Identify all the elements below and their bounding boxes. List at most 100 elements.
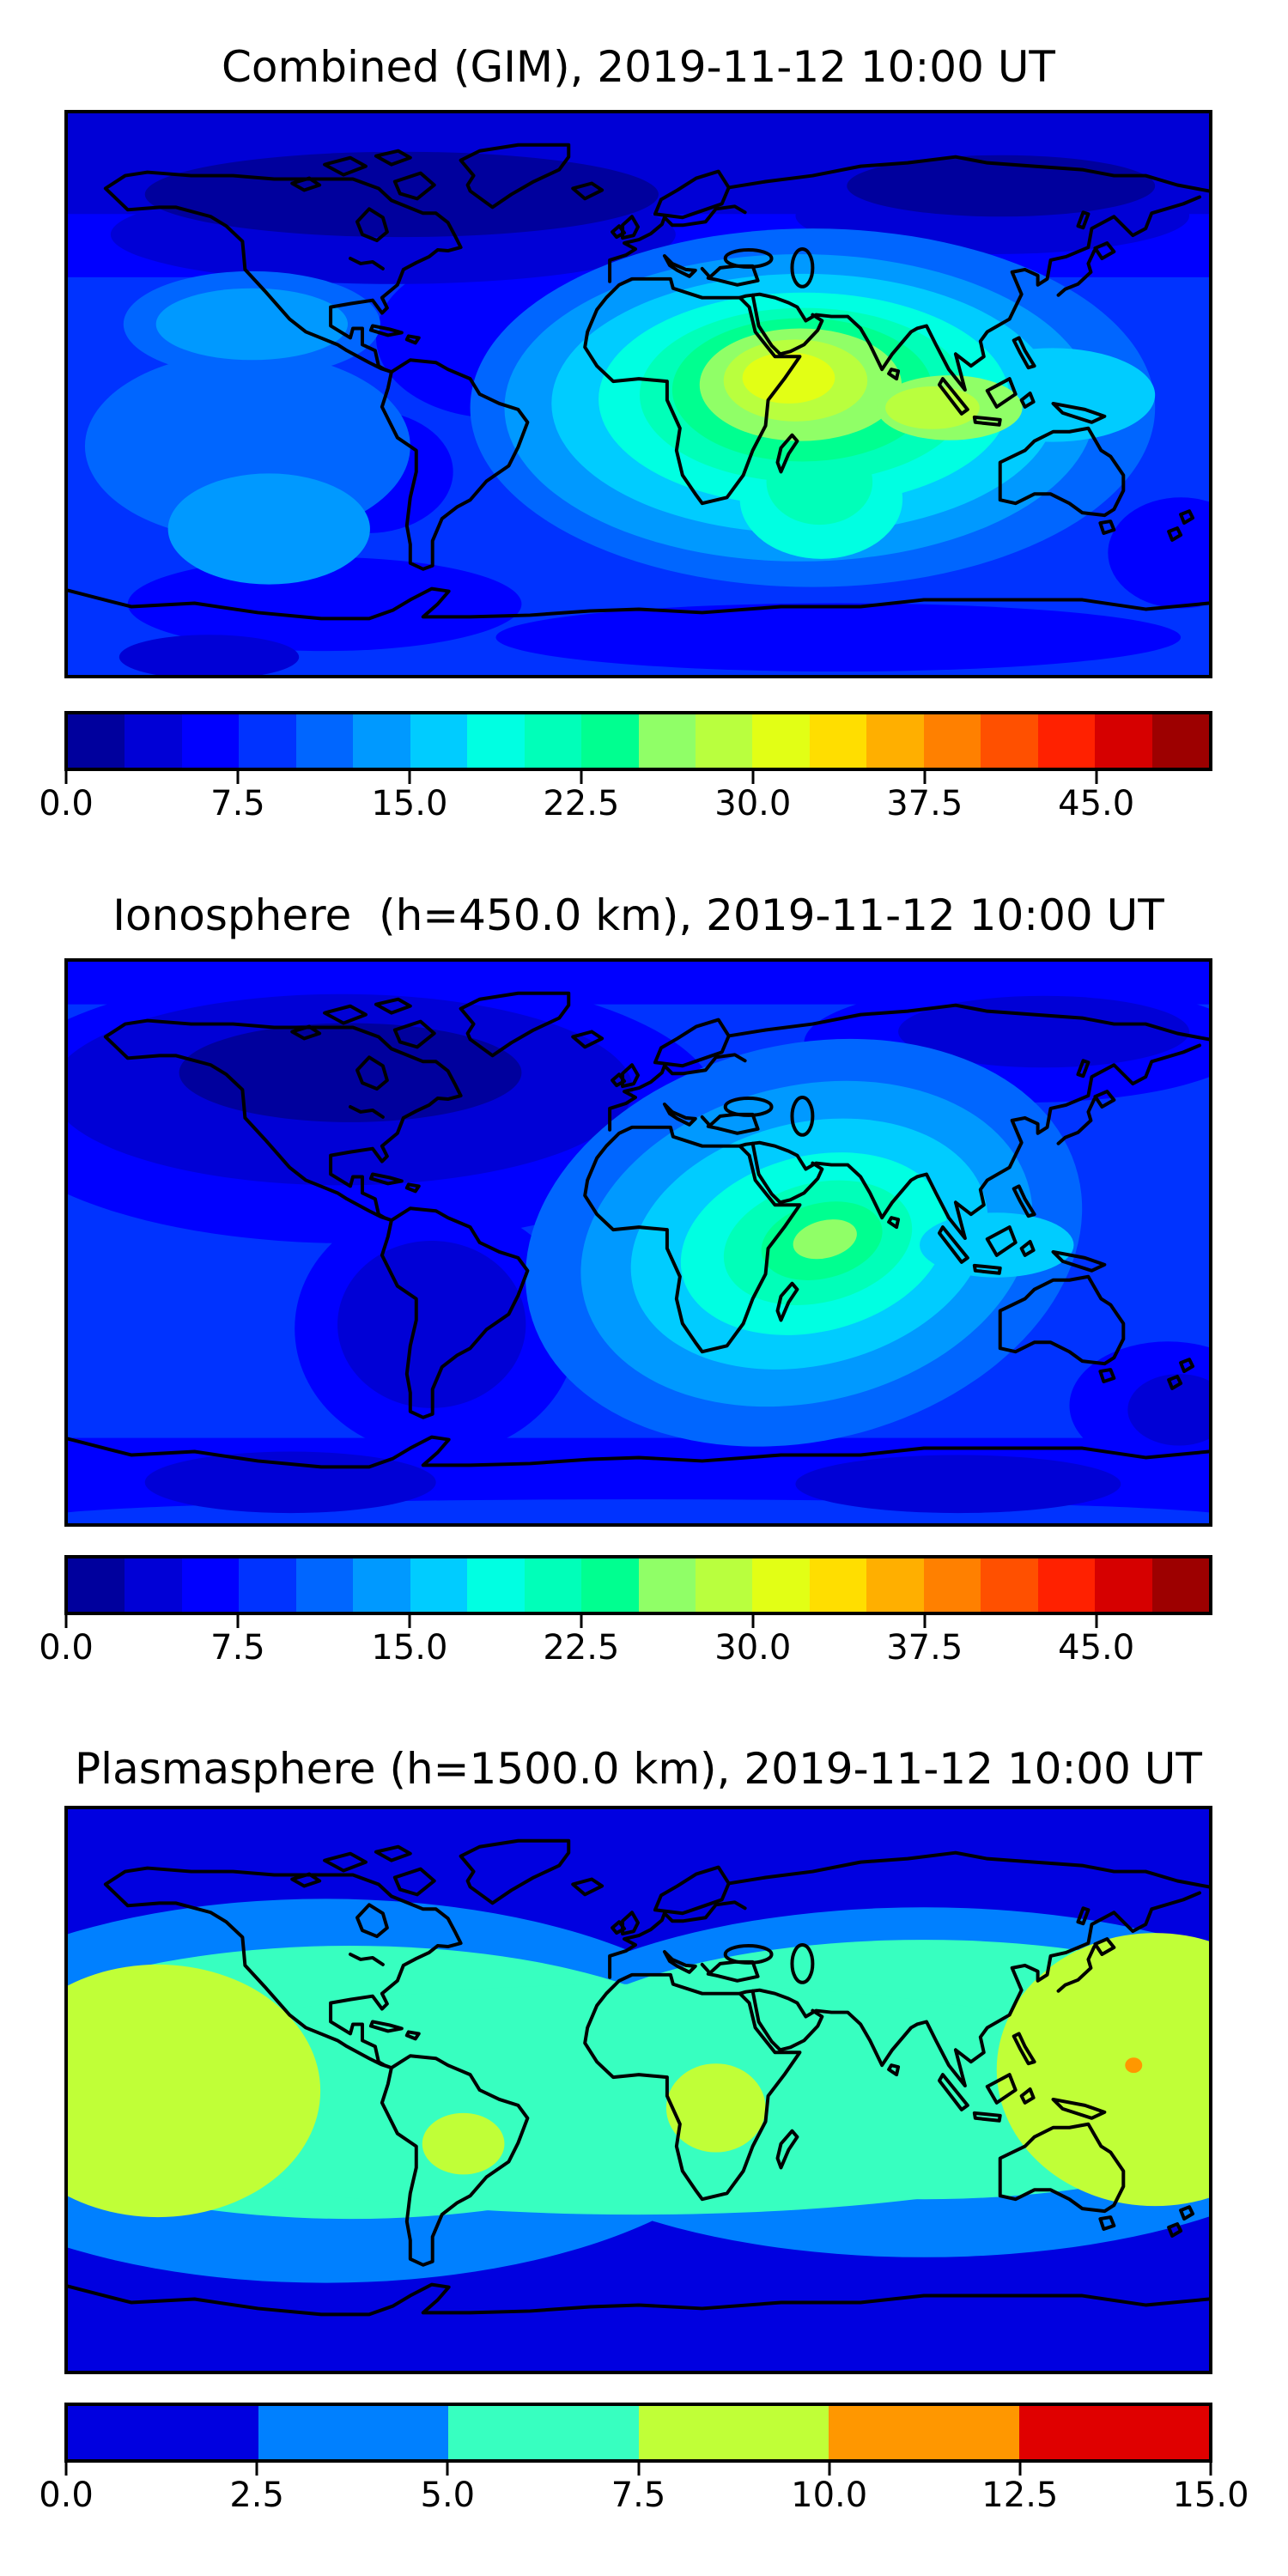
colorbar-segment xyxy=(125,1558,182,1612)
colorbar-tick xyxy=(64,2463,68,2476)
colorbar-segment xyxy=(752,714,810,768)
colorbar-tick-label: 2.5 xyxy=(229,2476,284,2515)
colorbar-tick-label: 22.5 xyxy=(543,1628,620,1668)
colorbar-tick-label: 30.0 xyxy=(714,1628,792,1668)
colorbar-segment xyxy=(695,714,753,768)
map-plasmasphere-svg xyxy=(68,1809,1209,2371)
colorbar-tick xyxy=(923,1615,927,1628)
map-ionosphere xyxy=(64,958,1212,1527)
colorbar-tick-label: 7.5 xyxy=(611,2476,666,2515)
colorbar-segment xyxy=(581,1558,639,1612)
colorbar-tick xyxy=(751,771,755,784)
colorbar-tick xyxy=(236,1615,240,1628)
colorbar-segment xyxy=(923,1558,981,1612)
colorbar-tick-label: 22.5 xyxy=(543,784,620,823)
colorbar-tick-label: 30.0 xyxy=(714,784,792,823)
colorbar-tick xyxy=(1095,1615,1098,1628)
colorbar-segment xyxy=(1151,714,1209,768)
colorbar-segment xyxy=(68,1558,125,1612)
colorbar-ionosphere xyxy=(64,1555,1212,1615)
colorbar-tick xyxy=(828,2463,831,2476)
colorbar-tick-label: 12.5 xyxy=(981,2476,1059,2515)
colorbar-segment xyxy=(68,2406,258,2459)
colorbar-tick xyxy=(236,771,240,784)
colorbar-segment xyxy=(68,714,125,768)
colorbar-tick xyxy=(637,2463,640,2476)
colorbar-tick-label: 10.0 xyxy=(791,2476,868,2515)
colorbar-tick-label: 37.5 xyxy=(886,1628,963,1668)
colorbar-tick-label: 0.0 xyxy=(39,784,94,823)
colorbar-segment xyxy=(866,1558,924,1612)
colorbar-tick-label: 0.0 xyxy=(39,2476,94,2515)
colorbar-segment xyxy=(524,714,582,768)
colorbar-segment xyxy=(467,714,525,768)
colorbar-segment xyxy=(1151,1558,1209,1612)
colorbar-tick-label: 45.0 xyxy=(1058,1628,1135,1668)
colorbar-segment xyxy=(638,1558,696,1612)
colorbar-plasmasphere xyxy=(64,2403,1212,2463)
colorbar-segment xyxy=(638,2406,829,2459)
colorbar-tick-label: 5.0 xyxy=(420,2476,476,2515)
colorbar-tick xyxy=(751,1615,755,1628)
tec-field-combined xyxy=(68,113,1209,675)
colorbar-segment xyxy=(1037,714,1096,768)
colorbar-segment xyxy=(524,1558,582,1612)
colorbar-segment xyxy=(258,2406,448,2459)
colorbar-segment xyxy=(695,1558,753,1612)
colorbar-tick xyxy=(64,1615,68,1628)
colorbar-segment xyxy=(1095,714,1152,768)
colorbar-segment xyxy=(809,1558,867,1612)
colorbar-tick-label: 37.5 xyxy=(886,784,963,823)
colorbar-segment xyxy=(981,714,1038,768)
colorbar-segment xyxy=(295,1558,354,1612)
colorbar-segment xyxy=(181,714,240,768)
colorbar-labels-combined: 0.0 7.5 15.0 22.5 30.0 37.5 45.0 xyxy=(39,783,1211,828)
tec-field-plasmasphere xyxy=(68,1809,1209,2371)
colorbar-tick-label: 15.0 xyxy=(371,1628,448,1668)
colorbar-tick xyxy=(923,771,927,784)
colorbar-segment xyxy=(295,714,354,768)
panel-title-combined: Combined (GIM), 2019-11-12 10:00 UT xyxy=(222,42,1055,92)
colorbar-tick xyxy=(1018,2463,1022,2476)
colorbar-ticks-combined xyxy=(64,771,1211,785)
colorbar-tick-label: 45.0 xyxy=(1058,784,1135,823)
colorbar-tick-label: 0.0 xyxy=(39,1628,94,1668)
colorbar-segment xyxy=(353,1558,410,1612)
colorbar-labels-plasmasphere: 0.0 2.5 5.0 7.5 10.0 12.5 15.0 xyxy=(39,2475,1249,2519)
colorbar-tick xyxy=(255,2463,258,2476)
colorbar-segment xyxy=(181,1558,240,1612)
colorbar-segment xyxy=(752,1558,810,1612)
map-plasmasphere xyxy=(64,1806,1212,2374)
colorbar-tick xyxy=(580,1615,583,1628)
colorbar-tick xyxy=(446,2463,449,2476)
colorbar-tick xyxy=(1209,2463,1212,2476)
colorbar-segment xyxy=(866,714,924,768)
colorbar-tick xyxy=(1095,771,1098,784)
colorbar-segment xyxy=(923,714,981,768)
colorbar-tick xyxy=(580,771,583,784)
colorbar-tick xyxy=(408,771,411,784)
colorbar-segment xyxy=(448,2406,639,2459)
colorbar-segment xyxy=(809,714,867,768)
colorbar-segment xyxy=(239,1558,296,1612)
colorbar-segment xyxy=(410,714,468,768)
colorbar-ticks-ionosphere xyxy=(64,1615,1211,1629)
colorbar-segment xyxy=(125,714,182,768)
colorbar-segment xyxy=(581,714,639,768)
colorbar-tick xyxy=(64,771,68,784)
colorbar-combined xyxy=(64,711,1212,771)
colorbar-tick-label: 7.5 xyxy=(210,784,265,823)
colorbar-segment xyxy=(353,714,410,768)
colorbar-labels-ionosphere: 0.0 7.5 15.0 22.5 30.0 37.5 45.0 xyxy=(39,1627,1211,1672)
colorbar-segment xyxy=(410,1558,468,1612)
colorbar-tick-label: 7.5 xyxy=(210,1628,265,1668)
panel-title-ionosphere: Ionosphere (h=450.0 km), 2019-11-12 10:0… xyxy=(112,890,1164,940)
map-combined xyxy=(64,110,1212,678)
colorbar-segment xyxy=(981,1558,1038,1612)
colorbar-segment xyxy=(467,1558,525,1612)
colorbar-segment xyxy=(638,714,696,768)
colorbar-segment xyxy=(829,2406,1019,2459)
colorbar-ticks-plasmasphere xyxy=(64,2463,1212,2476)
colorbar-tick xyxy=(408,1615,411,1628)
colorbar-tick-label: 15.0 xyxy=(371,784,448,823)
